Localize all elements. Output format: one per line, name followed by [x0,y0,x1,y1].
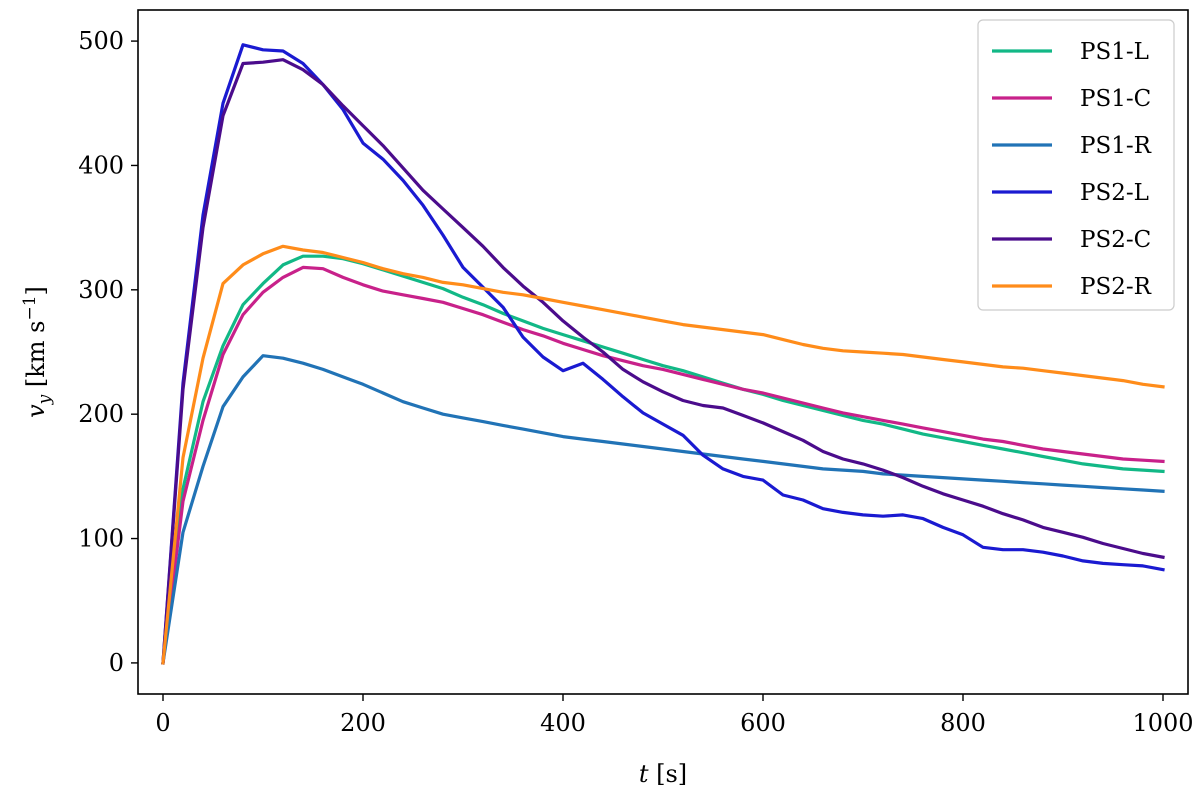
x-axis-variable: t [639,760,649,788]
y-axis-variable: v [22,404,50,418]
legend-label: PS2-L [1080,180,1149,206]
y-tick-label: 300 [78,276,124,304]
series-line-ps1-l [161,254,1165,665]
x-tick-label: 1000 [1132,709,1193,737]
y-axis-unit: [km s [22,321,50,395]
y-axis-exponent: −1 [20,295,40,320]
axis-ticks: 0 200 400 600 800 1000 0 100 200 300 400 500 [78,27,1193,737]
x-tick-label: 600 [740,709,786,737]
plot-frame [137,9,1189,695]
legend-entry: PS1-C [992,86,1151,112]
legend-label: PS2-C [1080,227,1151,253]
legend-label: PS1-L [1080,39,1149,65]
y-axis-unit-close: ] [22,286,50,295]
x-tick-label: 200 [340,709,386,737]
y-tick-label: 200 [78,400,124,428]
y-axis-subscript: y [35,394,55,405]
series-line-ps1-c [161,265,1165,665]
legend: PS1-L PS1-C PS1-R PS2-L PS2-C PS2-R [977,19,1175,311]
y-tick-label: 400 [78,151,124,179]
legend-entry: PS2-C [992,227,1151,253]
y-tick-label: 100 [78,525,124,553]
legend-label: PS2-R [1080,274,1152,300]
legend-entry: PS2-R [992,274,1152,300]
series-line-ps2-c [161,58,1165,665]
x-axis-unit: [s] [648,760,687,788]
x-tick-label: 800 [940,709,986,737]
series-line-ps1-r [161,354,1165,665]
legend-label: PS1-R [1080,133,1152,159]
legend-entry: PS1-R [992,133,1152,159]
y-axis-label: vy [km s−1] [20,286,55,418]
x-tick-label: 0 [155,709,170,737]
y-tick-label: 500 [78,27,124,55]
x-tick-label: 400 [540,709,586,737]
legend-entry: PS2-L [992,180,1149,206]
legend-entry: PS1-L [992,39,1149,65]
legend-label: PS1-C [1080,86,1151,112]
x-axis-label: t [s] [639,760,687,788]
series-lines [161,43,1165,665]
series-line-ps2-r [161,244,1165,665]
y-tick-label: 0 [109,649,124,677]
